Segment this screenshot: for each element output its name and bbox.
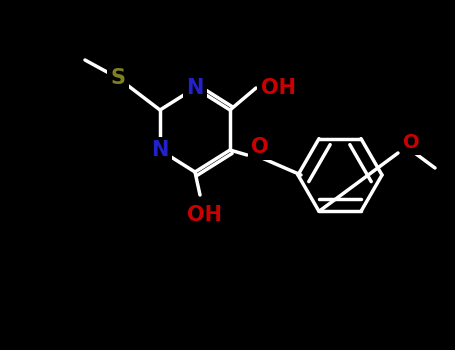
Text: OH: OH [187,205,222,225]
Text: N: N [186,78,204,98]
Text: O: O [403,133,420,153]
Text: O: O [251,137,269,157]
Text: N: N [152,140,169,160]
Text: OH: OH [261,78,295,98]
Text: S: S [111,68,126,88]
